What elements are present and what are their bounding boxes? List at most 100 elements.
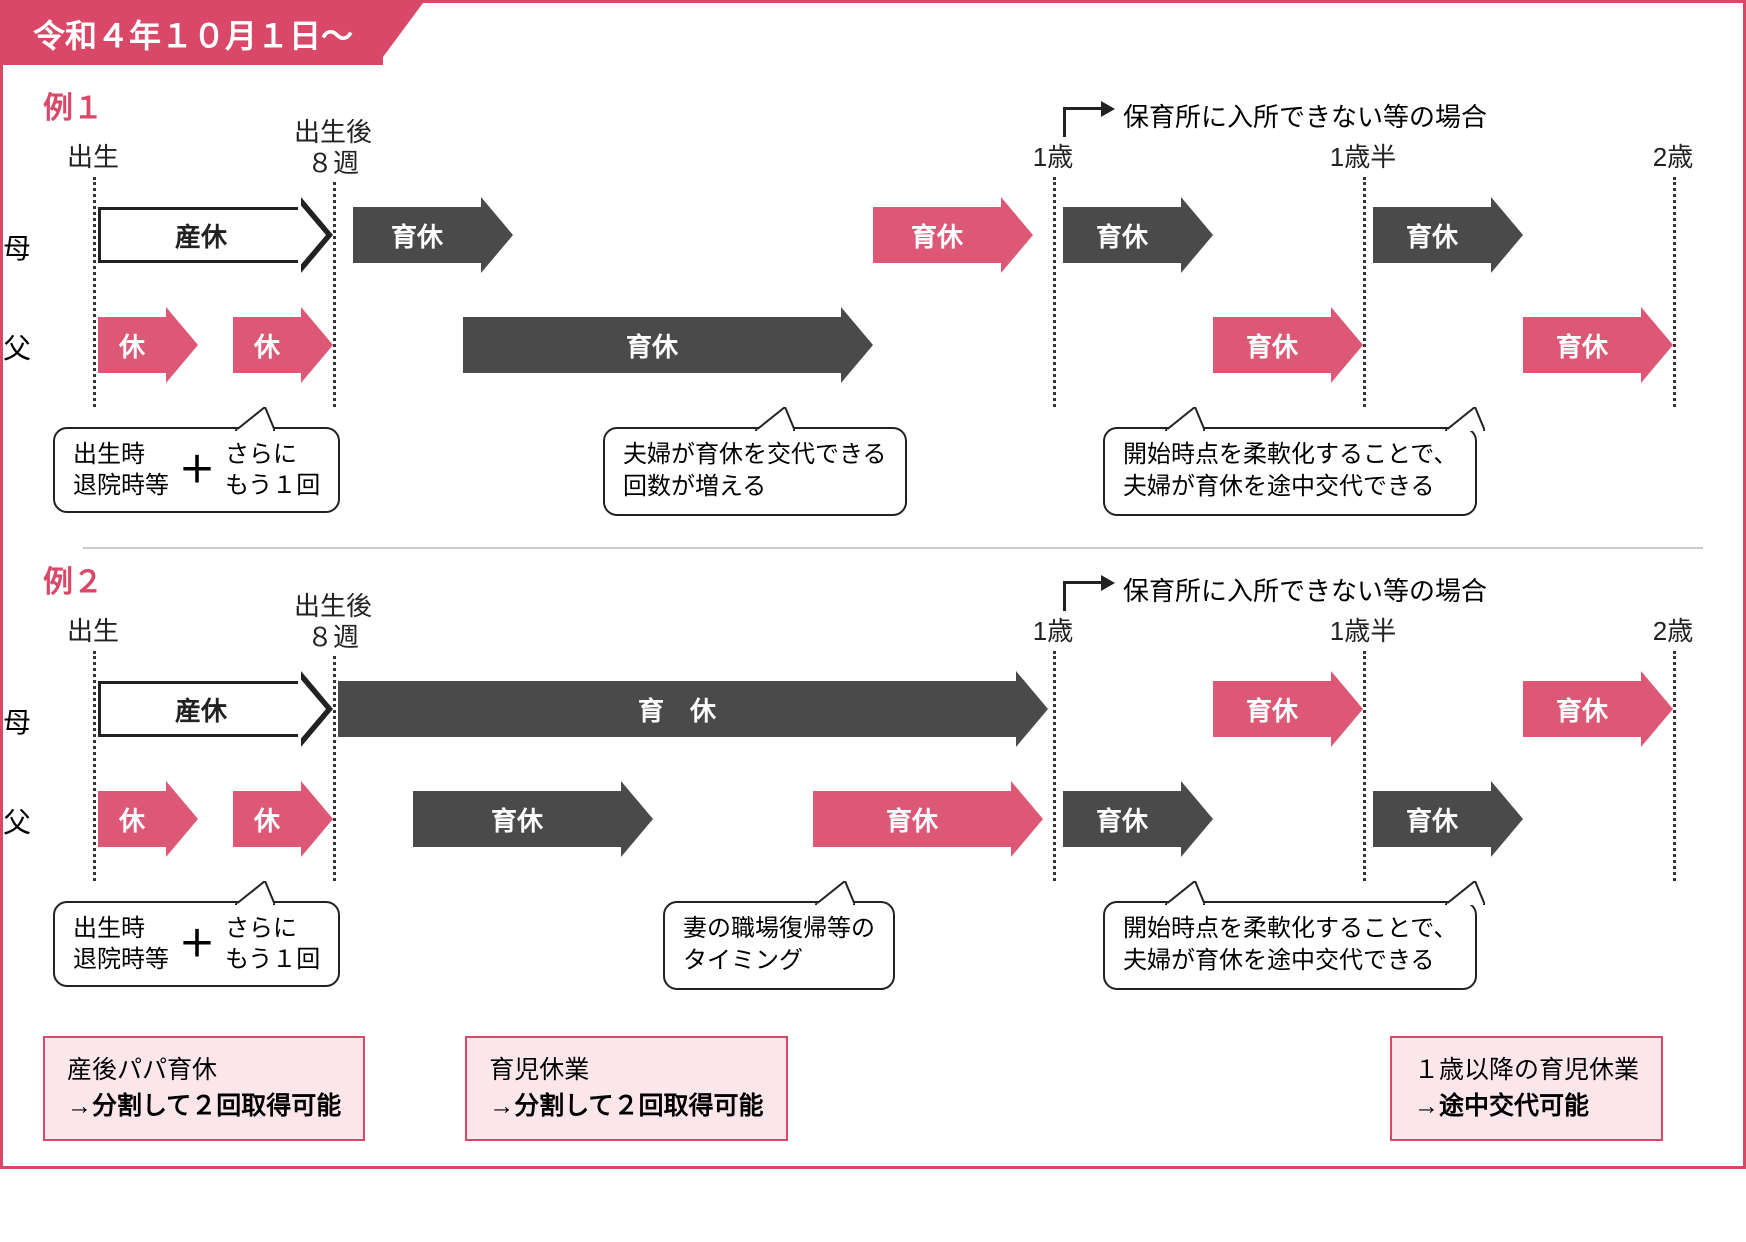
arrow-sankyu: 産休 <box>98 207 333 263</box>
arrow-label: 育休 <box>1556 327 1608 364</box>
row-mother: 母 <box>3 701 43 741</box>
vline <box>1673 177 1676 407</box>
arrow-ikukyu: 育休 <box>463 317 873 373</box>
arrow-label: 産休 <box>175 691 227 728</box>
callout-swap-count: 夫婦が育休を交代できる 回数が増える <box>603 427 907 516</box>
content: 例１ 保育所に入所できない等の場合 出生 出生後 ８週 1歳 1歳半 2歳 母 … <box>3 65 1743 1166</box>
callout-wife-return: 妻の職場復帰等の タイミング <box>663 901 895 990</box>
row-father: 父 <box>3 327 43 367</box>
callout-text: 夫婦が育休を途中交代できる <box>1123 947 1435 974</box>
label-birth: 出生 <box>67 137 119 174</box>
arrow-ikukyu: 育休 <box>1373 791 1523 847</box>
callout-text: 回数が増える <box>623 473 766 500</box>
arrow-label: 育休 <box>391 217 443 254</box>
arrow-label: 休 <box>254 801 280 838</box>
label-8wk-l2: ８週 <box>307 622 359 652</box>
summary-text: １歳以降の育児休業 <box>1414 1056 1639 1084</box>
callout-text: 開始時点を柔軟化することで、 <box>1123 915 1457 942</box>
callout-flex-start: 開始時点を柔軟化することで、 夫婦が育休を途中交代できる <box>1103 901 1477 990</box>
label-birth: 出生 <box>67 611 119 648</box>
arrow-ikukyu: 育休 <box>353 207 513 263</box>
top-note-ex1: 保育所に入所できない等の場合 <box>1123 97 1487 134</box>
callout-tail-icon <box>235 881 275 905</box>
callout-text: さらに <box>225 913 320 944</box>
arrow-ikukyu: 育休 <box>1523 317 1673 373</box>
arrow-ikukyu: 育休 <box>813 791 1043 847</box>
callout-text: 出生時 <box>73 913 169 944</box>
callout-text: 夫婦が育休を途中交代できる <box>1123 473 1435 500</box>
arrow-label: 産休 <box>175 217 227 254</box>
label-8wk: 出生後 ８週 <box>294 117 372 179</box>
callout-tail-icon <box>755 407 795 431</box>
vline <box>93 177 96 407</box>
arrow-sankyu: 産休 <box>98 681 333 737</box>
callout-tail-icon <box>1445 881 1485 905</box>
arrow-label: 育休 <box>1246 327 1298 364</box>
callout-text: 出生時 <box>73 439 169 470</box>
callout-text: 退院時等 <box>73 944 169 975</box>
callout-flex-start: 開始時点を柔軟化することで、 夫婦が育休を途中交代できる <box>1103 427 1477 516</box>
callout-text: もう１回 <box>225 470 320 501</box>
callout-text: 開始時点を柔軟化することで、 <box>1123 441 1457 468</box>
label-8wk-l1: 出生後 <box>294 591 372 621</box>
bottom-summary: 産後パパ育休 →分割して２回取得可能 育児休業 →分割して２回取得可能 １歳以降… <box>43 1036 1703 1141</box>
label-8wk: 出生後 ８週 <box>294 591 372 653</box>
summary-text: 産後パパ育休 <box>67 1056 217 1084</box>
vline <box>333 182 336 407</box>
arrow-label: 育休 <box>626 327 678 364</box>
label-1half: 1歳半 <box>1330 137 1396 174</box>
callout-text: タイミング <box>683 947 803 974</box>
arrow-kyu: 休 <box>233 317 333 373</box>
arrow-label: 育休 <box>911 217 963 254</box>
summary-text-bold: →途中交代可能 <box>1414 1092 1589 1120</box>
vline <box>1363 177 1366 407</box>
arrow-ikukyu: 育休 <box>873 207 1033 263</box>
label-1y: 1歳 <box>1033 611 1073 648</box>
vline <box>93 651 96 881</box>
arrow-label: 育休 <box>1246 691 1298 728</box>
callout-tail-icon <box>1165 881 1205 905</box>
callout-birth-split: 出生時 退院時等 ＋ さらに もう１回 <box>53 901 340 987</box>
callout-tail-icon <box>815 881 855 905</box>
arrow-kyu: 休 <box>98 791 198 847</box>
hook-arrow-icon <box>1063 107 1103 137</box>
divider <box>83 547 1703 549</box>
callout-text: もう１回 <box>225 944 320 975</box>
vline <box>333 656 336 881</box>
header-title: 令和４年１０月１日～ <box>33 18 353 54</box>
arrow-label: 育休 <box>1406 217 1458 254</box>
label-1half: 1歳半 <box>1330 611 1396 648</box>
arrow-kyu: 休 <box>98 317 198 373</box>
callout-text: さらに <box>225 439 320 470</box>
arrow-label: 育休 <box>1096 217 1148 254</box>
arrow-label: 育休 <box>1556 691 1608 728</box>
label-2y: 2歳 <box>1653 611 1693 648</box>
example-1-timeline: 保育所に入所できない等の場合 出生 出生後 ８週 1歳 1歳半 2歳 母 父 産… <box>43 127 1703 537</box>
vline <box>1673 651 1676 881</box>
summary-box-1: 産後パパ育休 →分割して２回取得可能 <box>43 1036 365 1141</box>
label-2y: 2歳 <box>1653 137 1693 174</box>
arrow-ikukyu: 育休 <box>1373 207 1523 263</box>
arrow-label: 育休 <box>1096 801 1148 838</box>
row-mother: 母 <box>3 227 43 267</box>
arrow-label: 育休 <box>491 801 543 838</box>
vline <box>1053 651 1056 881</box>
arrow-ikukyu: 育休 <box>413 791 653 847</box>
header-tab: 令和４年１０月１日～ <box>3 3 383 65</box>
arrow-label: 育 休 <box>638 691 716 728</box>
summary-text: 育児休業 <box>489 1056 589 1084</box>
summary-text-bold: →分割して２回取得可能 <box>489 1092 763 1120</box>
plus-icon: ＋ <box>169 920 225 969</box>
example-2-timeline: 保育所に入所できない等の場合 出生 出生後 ８週 1歳 1歳半 2歳 母 父 産… <box>43 601 1703 1011</box>
arrow-label: 休 <box>254 327 280 364</box>
vline <box>1363 651 1366 881</box>
diagram-container: 令和４年１０月１日～ 例１ 保育所に入所できない等の場合 出生 出生後 ８週 1… <box>0 0 1746 1169</box>
callout-text: 夫婦が育休を交代できる <box>623 441 887 468</box>
arrow-ikukyu: 育休 <box>1213 681 1363 737</box>
arrow-label: 休 <box>119 327 145 364</box>
label-8wk-l2: ８週 <box>307 148 359 178</box>
row-father: 父 <box>3 801 43 841</box>
arrow-ikukyu-long: 育 休 <box>338 681 1048 737</box>
callout-tail-icon <box>1165 407 1205 431</box>
arrow-ikukyu: 育休 <box>1063 791 1213 847</box>
